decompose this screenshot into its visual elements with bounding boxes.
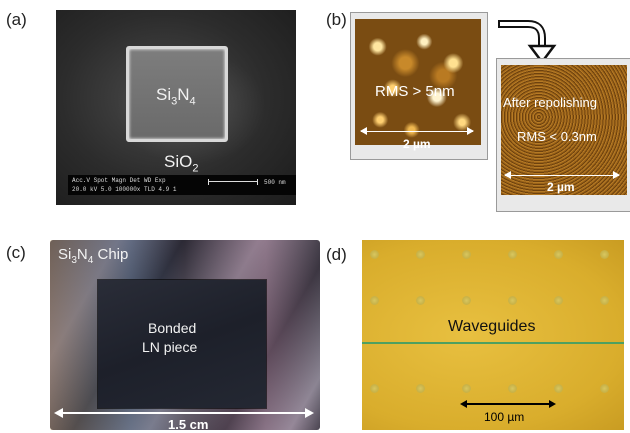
afm-after-image <box>501 65 627 195</box>
sem-scale-label: 500 nm <box>264 179 286 186</box>
panel-d-label: (d) <box>326 245 347 264</box>
afm-before-rms: RMS > 5nm <box>375 83 455 100</box>
waveguide-dot <box>508 296 517 305</box>
panel-b-label: (b) <box>326 10 347 29</box>
waveguide-line <box>362 342 624 344</box>
waveguide-label: Waveguides <box>448 318 536 335</box>
waveguide-dot <box>370 384 379 393</box>
sem-image: Si3N4 SiO2 Acc.V Spot Magn Det WD Exp 20… <box>56 10 296 205</box>
afm-before-window: RMS > 5nm 2 µm <box>350 12 488 160</box>
waveguide-dot <box>370 296 379 305</box>
afm-after-rms: RMS < 0.3nm <box>517 129 597 144</box>
afm-after-scale-arrow <box>504 171 620 179</box>
sem-scale-bar <box>208 179 258 186</box>
panel-c-label: (c) <box>6 243 26 262</box>
chip-scale-label: 1.5 cm <box>168 417 209 432</box>
afm-before-image <box>355 19 481 145</box>
micro-scale-label: 100 µm <box>484 410 525 424</box>
waveguide-dot <box>416 250 425 259</box>
ln-piece-label-line1: Bonded <box>148 320 197 336</box>
cladding-label: SiO2 <box>164 152 199 175</box>
afm-before-scale-arrow <box>360 127 474 135</box>
waveguide-dot <box>462 250 471 259</box>
sem-info-line2: 20.0 kV 5.0 100000x TLD 4.9 1 <box>72 186 177 193</box>
waveguide-dot <box>370 250 379 259</box>
ln-piece-label-line2: LN piece <box>142 339 198 355</box>
sem-info-bar: Acc.V Spot Magn Det WD Exp 20.0 kV 5.0 1… <box>68 175 296 195</box>
micro-scale-arrow <box>460 400 556 408</box>
waveguide-dot <box>508 384 517 393</box>
waveguide-dot <box>554 250 563 259</box>
sem-info-line1: Acc.V Spot Magn Det WD Exp <box>72 177 166 184</box>
waveguide-dot <box>600 384 609 393</box>
waveguide-dot <box>554 384 563 393</box>
panel-a-label: (a) <box>6 10 27 29</box>
waveguide-dot <box>416 296 425 305</box>
curved-arrow-icon <box>498 20 557 65</box>
waveguide-dot <box>600 296 609 305</box>
chip-scale-arrow <box>54 408 314 418</box>
afm-after-scale: 2 µm <box>547 180 575 194</box>
afm-after-title: After repolishing <box>503 95 597 110</box>
ln-piece <box>98 280 266 408</box>
waveguide-dot <box>462 296 471 305</box>
microscope-image: Waveguides 100 µm <box>362 240 624 430</box>
afm-after-window: After repolishing RMS < 0.3nm 2 µm <box>496 58 630 212</box>
chip-label: Si3N4 Chip <box>58 246 129 266</box>
waveguide-dot <box>554 296 563 305</box>
waveguide-dot <box>600 250 609 259</box>
si3n4-chip-photo: Si3N4 Chip Bonded LN piece <box>50 240 320 430</box>
waveguide-dot <box>508 250 517 259</box>
waveguide-dot <box>462 384 471 393</box>
core-label: Si3N4 <box>156 85 196 108</box>
waveguide-dot <box>416 384 425 393</box>
afm-before-scale: 2 µm <box>403 137 431 151</box>
si3n4-core <box>126 46 228 142</box>
